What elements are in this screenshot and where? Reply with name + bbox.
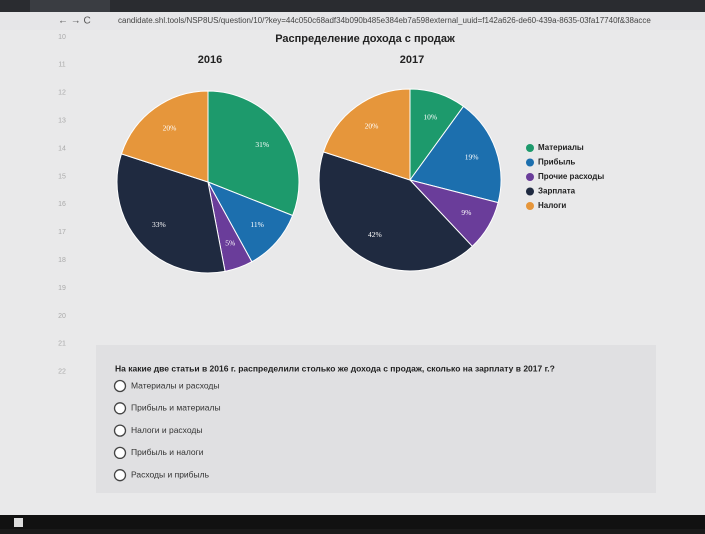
pie-slice bbox=[322, 88, 411, 181]
row-number: 12 bbox=[58, 90, 66, 97]
row-number: 16 bbox=[58, 201, 66, 208]
tab-strip bbox=[0, 0, 705, 12]
row-number: 22 bbox=[58, 369, 66, 376]
pie-slice bbox=[116, 153, 226, 274]
row-number: 13 bbox=[58, 118, 66, 125]
slice-label: 10% bbox=[423, 112, 437, 121]
legend-marker bbox=[526, 187, 534, 196]
option-label[interactable]: Прибыль и налоги bbox=[131, 447, 204, 457]
radio-button[interactable] bbox=[113, 402, 127, 415]
radio-button[interactable] bbox=[113, 469, 127, 482]
slice-label: 20% bbox=[365, 122, 379, 131]
row-number: 10 bbox=[58, 34, 66, 41]
pie-slice bbox=[207, 90, 300, 217]
nav-buttons[interactable]: ← → C bbox=[58, 16, 91, 27]
question-box bbox=[96, 345, 656, 493]
radio-button[interactable] bbox=[113, 424, 127, 437]
pie-slice bbox=[409, 105, 502, 204]
pie-title: 2017 bbox=[400, 54, 424, 66]
slice-label: 42% bbox=[368, 230, 382, 239]
question-text: На какие две статьи в 2016 г. распредели… bbox=[115, 363, 555, 373]
slice-label: 19% bbox=[465, 153, 479, 162]
row-number: 17 bbox=[58, 229, 66, 236]
slice-label: 33% bbox=[152, 220, 166, 229]
option-label[interactable]: Расходы и прибыль bbox=[131, 469, 210, 479]
slice-label: 11% bbox=[250, 220, 263, 229]
tab[interactable] bbox=[30, 0, 110, 12]
option-label[interactable]: Материалы и расходы bbox=[131, 380, 219, 390]
option-label[interactable]: Прибыль и материалы bbox=[131, 403, 221, 413]
row-number: 15 bbox=[58, 173, 66, 180]
radio-button[interactable] bbox=[113, 379, 127, 393]
pie-title: 2016 bbox=[198, 54, 222, 66]
start-button[interactable] bbox=[14, 518, 23, 527]
pie-slice bbox=[120, 90, 209, 183]
slice-label: 5% bbox=[225, 238, 235, 247]
slice-label: 9% bbox=[461, 208, 471, 217]
legend-marker bbox=[526, 144, 534, 152]
legend-label: Прибыль bbox=[538, 158, 575, 167]
row-number: 19 bbox=[58, 285, 66, 292]
address-bar bbox=[0, 12, 705, 30]
slice-label: 31% bbox=[255, 140, 269, 149]
row-number: 14 bbox=[58, 145, 66, 152]
legend-marker bbox=[526, 202, 534, 210]
option-label[interactable]: Налоги и расходы bbox=[131, 425, 202, 435]
row-number: 18 bbox=[58, 257, 66, 264]
row-number: 21 bbox=[58, 341, 66, 348]
taskbar bbox=[0, 515, 705, 529]
legend-marker bbox=[526, 158, 534, 167]
legend-label: Налоги bbox=[538, 201, 566, 210]
legend-marker bbox=[526, 173, 534, 181]
legend-label: Прочие расходы bbox=[538, 172, 604, 181]
row-number: 11 bbox=[58, 62, 65, 69]
slice-label: 20% bbox=[163, 124, 177, 133]
pie-slice bbox=[318, 151, 474, 272]
legend-label: Зарплата bbox=[538, 187, 576, 196]
chart-title: Распределение дохода с продаж bbox=[275, 33, 455, 45]
radio-button[interactable] bbox=[113, 446, 127, 460]
row-number: 20 bbox=[58, 313, 66, 320]
url[interactable]: candidate.shl.tools/NSP8US/question/10/?… bbox=[118, 16, 651, 25]
legend-label: Материалы bbox=[538, 143, 584, 152]
